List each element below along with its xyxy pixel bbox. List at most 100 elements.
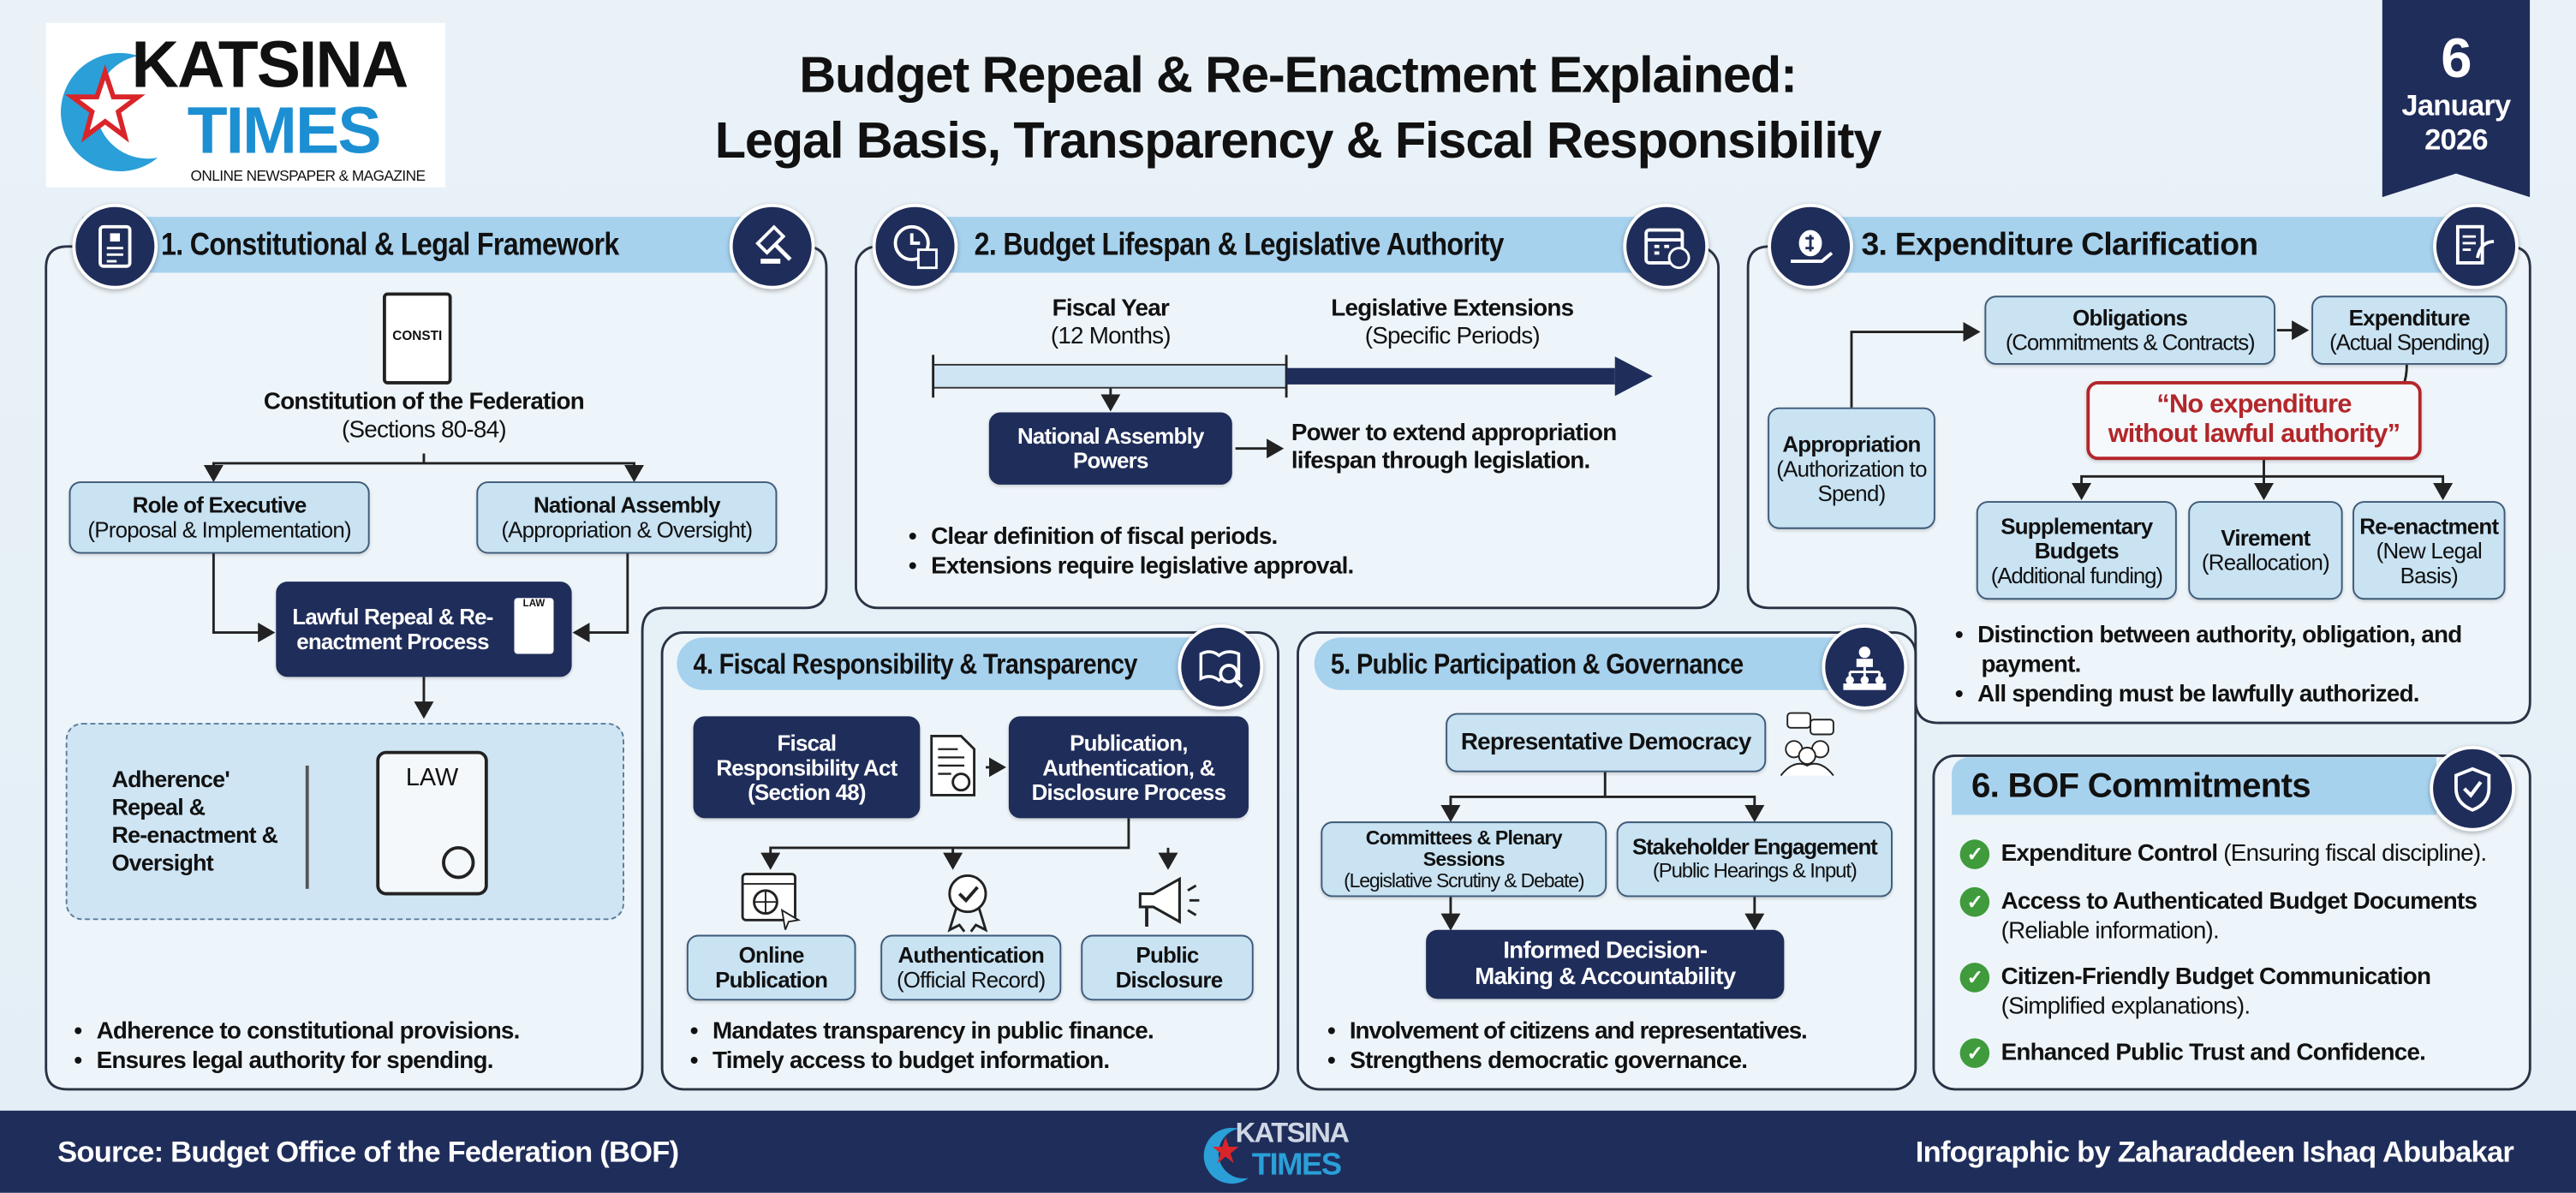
box-title: National Assembly <box>533 492 721 518</box>
item-rest: (Reliable information). <box>2001 918 2220 945</box>
logo-times-text: TIMES <box>187 95 382 168</box>
box-sub: (Commitments & Contracts) <box>2005 330 2256 355</box>
informed-decision-box: Informed Decision-Making & Accountabilit… <box>1426 929 1785 999</box>
bullet: Involvement of citizens and representati… <box>1327 1017 1808 1047</box>
date-month: January <box>2401 88 2511 122</box>
online-publication-box: Online Publication <box>686 934 856 1001</box>
megaphone-icon <box>1138 876 1200 927</box>
footer-logo-bottom: TIMES <box>1251 1148 1342 1184</box>
label-title: Fiscal Year <box>1052 295 1170 323</box>
quote-line: without lawful authority” <box>2108 421 2400 449</box>
box-sub: (New Legal Basis) <box>2376 538 2483 588</box>
box-title: Obligations <box>2072 305 2188 331</box>
item-rest: (Ensuring fiscal discipline). <box>2217 841 2487 868</box>
adherence-text: Adherence' Repeal & Re-enactment & Overs… <box>111 766 277 877</box>
commitment-item: Enhanced Public Trust and Confidence. <box>2001 1038 2426 1068</box>
crescent-star-icon <box>1203 1127 1249 1184</box>
power-text: Power to extend appropriation lifespan th… <box>1291 421 1617 476</box>
box-title: Committees & Plenary Sessions <box>1365 825 1563 870</box>
power-line: lifespan through legislation. <box>1291 448 1590 475</box>
people-discussion-icon <box>1780 712 1834 777</box>
panel-4-bullets: Mandates transparency in public finance.… <box>690 1017 1154 1076</box>
panel-6-header: 6. BOF Commitments <box>1952 757 2436 815</box>
box-title: Public Disclosure <box>1115 943 1224 993</box>
item-bold: Enhanced Public Trust and Confidence. <box>2001 1040 2426 1067</box>
date-ribbon: 6 January 2026 <box>2382 0 2531 198</box>
title-line-1: Budget Repeal & Re-Enactment Explained: <box>799 45 1798 104</box>
logo-katsina-text: KATSINA <box>131 29 408 102</box>
certified-document-icon <box>930 734 976 796</box>
publication-process-box: Publication, Authentication, & Disclosur… <box>1008 716 1249 819</box>
box-sub: (Actual Spending) <box>2329 330 2490 355</box>
label-title: Legislative Extensions <box>1331 295 1574 323</box>
label-sub: (Specific Periods) <box>1364 323 1541 350</box>
constitution-title: Constitution of the Federation <box>263 389 585 416</box>
box-title: Informed Decision-Making & Accountabilit… <box>1475 938 1736 991</box>
gavel-icon <box>729 203 815 289</box>
box-title: Publication, Authentication, & Disclosur… <box>1031 730 1226 805</box>
panel-2-bullets: Clear definition of fiscal periods. Exte… <box>909 522 1354 582</box>
certificate-medal-icon <box>947 874 988 933</box>
check-icon: ✓ <box>1959 886 1990 917</box>
scroll-document-icon <box>72 203 158 289</box>
box-title: Stakeholder Engagement <box>1632 834 1878 860</box>
online-globe-window-icon <box>741 873 802 930</box>
fiscal-year-label: Fiscal Year (12 Months) <box>979 295 1242 351</box>
box-title: Appropriation <box>1782 431 1921 456</box>
book-label: CONSTI <box>392 328 443 343</box>
bullet: Strengthens democratic governance. <box>1327 1047 1807 1077</box>
box-title: Fiscal Responsibility Act (Section 48) <box>716 730 897 805</box>
adherence-line: Oversight <box>111 849 213 876</box>
panel-1-title: 1. Constitutional & Legal Framework <box>161 226 619 263</box>
panel-5-title: 5. Public Participation & Governance <box>1330 647 1744 681</box>
box-title: Supplementary Budgets <box>2001 513 2153 564</box>
no-expenditure-quote-box: “No expenditure without lawful authority” <box>2086 381 2422 461</box>
shield-check-icon <box>2430 745 2516 832</box>
supplementary-budgets-box: Supplementary Budgets (Additional funding… <box>1976 501 2177 600</box>
check-icon: ✓ <box>1959 963 1990 993</box>
expenditure-box: Expenditure (Actual Spending) <box>2311 295 2507 365</box>
bullet: Mandates transparency in public finance. <box>690 1017 1154 1047</box>
item-rest: (Simplified explanations). <box>2001 993 2251 1021</box>
panel-4-title: 4. Fiscal Responsibility & Transparency <box>693 647 1138 681</box>
katsina-times-logo: KATSINA TIMES ONLINE NEWSPAPER & MAGAZIN… <box>45 22 445 188</box>
box-title: Virement <box>2221 525 2311 551</box>
panel-6-outline <box>1932 755 2531 1091</box>
adherence-line: Repeal & <box>111 793 206 820</box>
public-disclosure-box: Public Disclosure <box>1081 934 1254 1001</box>
bullet: Distinction between authority, obligatio… <box>1955 621 2481 680</box>
law-scroll-icon: LAW <box>376 750 488 896</box>
box-title: Re-enactment <box>2359 513 2499 539</box>
national-assembly-box: National Assembly (Appropriation & Oversi… <box>476 481 778 554</box>
adherence-line: Adherence' <box>111 765 230 792</box>
box-title: Authentication <box>897 943 1045 968</box>
committees-box: Committees & Plenary Sessions (Legislativ… <box>1321 821 1607 898</box>
box-title: Role of Executive <box>132 492 307 518</box>
box-title: Lawful Repeal & Re-enactment Process <box>292 604 493 654</box>
book-magnifier-icon <box>1178 623 1264 710</box>
constitution-book-icon: CONSTI <box>382 292 452 385</box>
date-year: 2026 <box>2424 122 2489 157</box>
footer-logo-top: KATSINA <box>1235 1117 1350 1148</box>
authentication-box: Authentication (Official Record) <box>880 934 1062 1001</box>
check-icon: ✓ <box>1959 839 1990 869</box>
page-title: Budget Repeal & Re-Enactment Explained: … <box>493 43 2103 174</box>
document-transfer-icon <box>2433 203 2519 289</box>
footer: Source: Budget Office of the Federation … <box>0 1110 2576 1193</box>
logo-tagline: ONLINE NEWSPAPER & MAGAZINE <box>190 167 426 184</box>
virement-box: Virement (Reallocation) <box>2188 501 2343 600</box>
bullet: Extensions require legislative approval. <box>909 552 1354 582</box>
bullet: Clear definition of fiscal periods. <box>909 522 1354 552</box>
constitution-label: Constitution of the Federation (Sections… <box>211 390 638 445</box>
adherence-box: Adherence' Repeal & Re-enactment & Overs… <box>65 723 624 921</box>
item-bold: Access to Authenticated Budget Documents <box>2001 888 2478 916</box>
national-assembly-powers-box: National Assembly Powers <box>988 412 1232 485</box>
role-of-executive-box: Role of Executive (Proposal & Implementat… <box>69 481 370 554</box>
footer-credit: Infographic by Zaharaddeen Ishaq Abubaka… <box>1915 1135 2514 1168</box>
panel-3-title: 3. Expenditure Clarification <box>1861 225 2259 262</box>
organization-people-icon <box>1822 623 1908 710</box>
box-sub: (Public Hearings & Input) <box>1652 859 1857 883</box>
commitment-item: Citizen-Friendly Budget Communication (Si… <box>2001 963 2431 1022</box>
panel-1-bullets: Adherence to constitutional provisions. … <box>74 1017 521 1076</box>
